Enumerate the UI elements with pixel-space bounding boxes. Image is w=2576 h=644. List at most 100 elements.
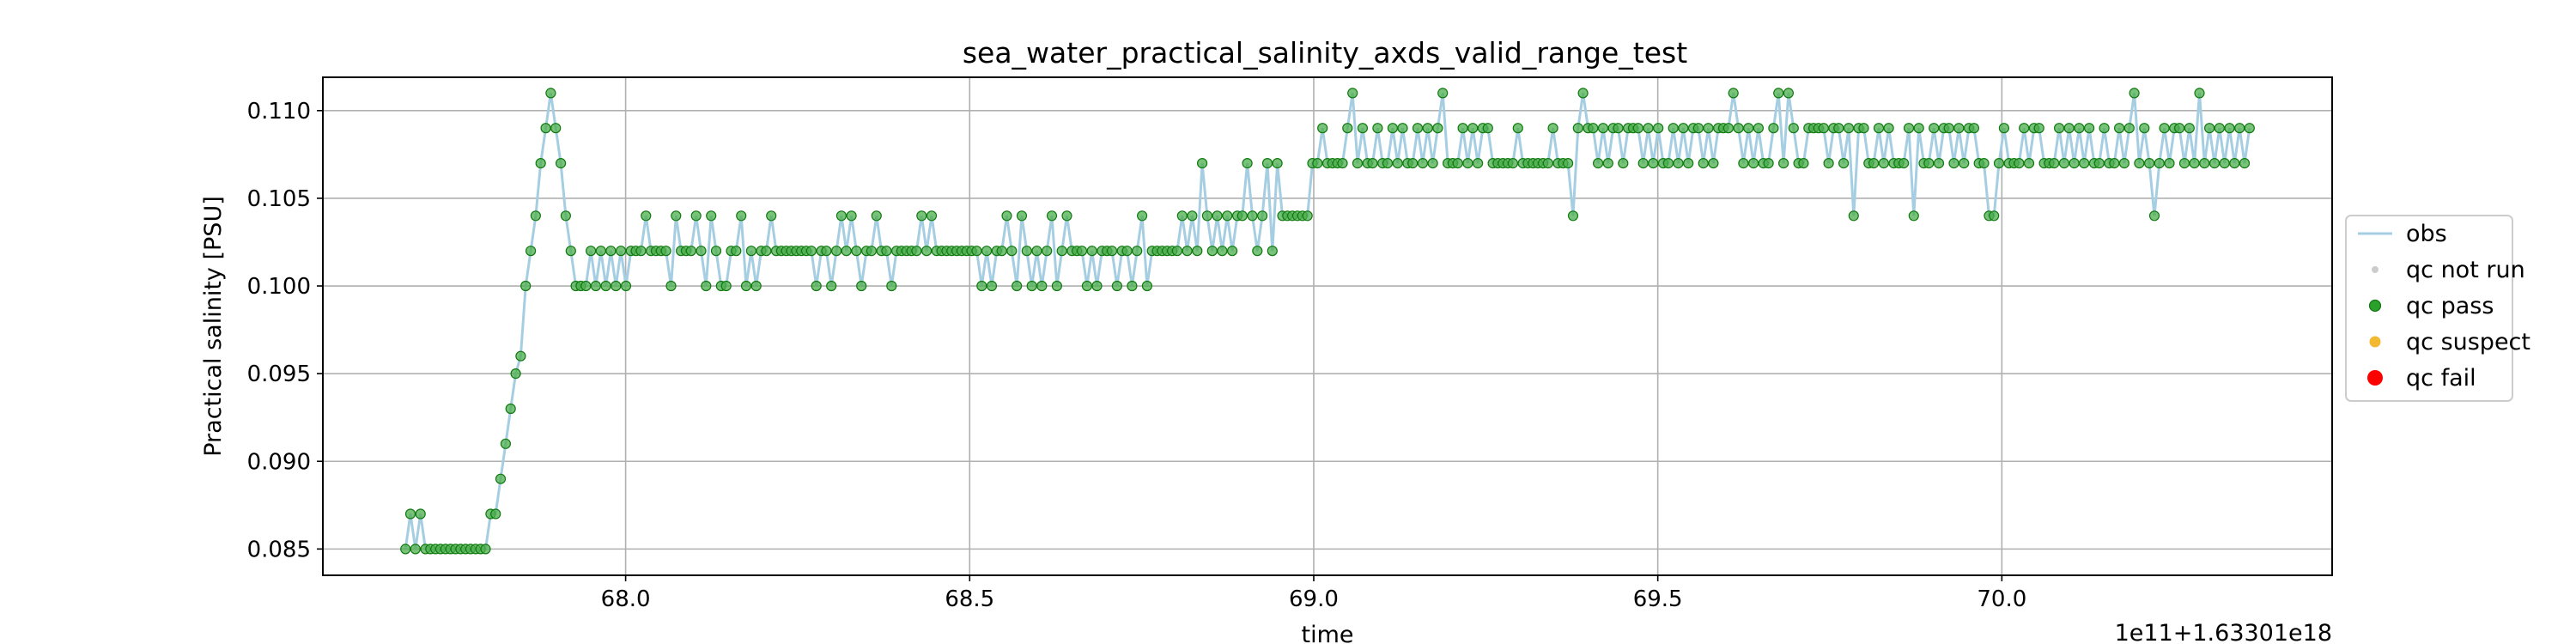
x-tick-label: 68.0 <box>601 586 651 612</box>
qc-pass-point <box>495 473 507 484</box>
qc-pass-point <box>1747 158 1759 169</box>
qc-pass-point <box>1061 210 1072 222</box>
qc-pass-point <box>2074 123 2085 134</box>
qc-pass-point <box>871 210 882 222</box>
qc-pass-point <box>986 280 998 292</box>
qc-pass-point <box>2159 123 2170 134</box>
qc-pass-point <box>595 246 606 257</box>
qc-pass-point <box>480 544 491 555</box>
qc-pass-point <box>535 158 546 169</box>
qc-pass-point <box>1618 158 1629 169</box>
qc-pass-point <box>1437 88 1449 99</box>
qc-pass-point <box>1683 158 1694 169</box>
qc-pass-point <box>1708 158 1719 169</box>
qc-pass-point <box>846 210 857 222</box>
qc-pass-point <box>525 246 537 257</box>
y-tick-label: 0.100 <box>247 274 311 300</box>
qc-pass-point <box>1226 246 1238 257</box>
qc-pass-point <box>1106 246 1118 257</box>
qc-pass-point <box>590 280 602 292</box>
qc-pass-point <box>1993 158 2005 169</box>
qc-pass-point <box>1998 123 2009 134</box>
qc-pass-point <box>1913 123 1924 134</box>
qc-pass-point <box>2204 123 2215 134</box>
qc-pass-point <box>1091 280 1103 292</box>
qc-pass-point <box>1798 158 1809 169</box>
qc-pass-point <box>731 246 742 257</box>
qc-pass-point <box>1206 246 1218 257</box>
qc-pass-point <box>2118 158 2129 169</box>
qc-pass-point <box>1783 88 1794 99</box>
qc-pass-point <box>1247 210 1258 222</box>
qc-pass-point <box>1873 123 1885 134</box>
qc-pass-point <box>1763 158 1774 169</box>
qc-pass-point <box>1261 158 1273 169</box>
qc-pass-point <box>1046 210 1058 222</box>
qc-pass-point <box>1212 210 1223 222</box>
qc-pass-point <box>1427 158 1438 169</box>
qc-pass-point <box>555 158 567 169</box>
qc-pass-point <box>1673 158 1684 169</box>
qc-pass-point <box>1868 158 1880 169</box>
qc-pass-point <box>2199 158 2210 169</box>
qc-pass-point <box>585 246 597 257</box>
qc-pass-point <box>2099 123 2110 134</box>
qc-pass-point <box>1127 280 1138 292</box>
qc-pass-point <box>886 280 897 292</box>
qc-pass-point <box>1347 88 1358 99</box>
qc-pass-point <box>2014 158 2025 169</box>
qc-pass-point <box>685 246 696 257</box>
qc-pass-point <box>736 210 747 222</box>
qc-pass-point <box>2134 158 2145 169</box>
qc-pass-point <box>2123 123 2135 134</box>
qc-pass-point <box>2058 158 2069 169</box>
qc-pass-point <box>505 403 516 415</box>
qc-pass-point <box>1432 123 1443 134</box>
qc-pass-point <box>1397 123 1408 134</box>
qc-pass-point <box>1056 246 1067 257</box>
qc-pass-point <box>1858 123 1869 134</box>
qc-pass-point <box>2194 88 2205 99</box>
x-axis-offset-label: 1e11+1.63301e18 <box>2115 620 2332 644</box>
qc-pass-point <box>1031 246 1042 257</box>
qc-pass-point <box>1217 246 1228 257</box>
qc-pass-point <box>696 246 707 257</box>
qc-pass-point <box>1878 158 1889 169</box>
qc-pass-point <box>620 280 632 292</box>
qc-pass-point <box>1643 123 1654 134</box>
qc-pass-point <box>2224 123 2235 134</box>
qc-pass-point <box>2234 123 2245 134</box>
qc-pass-point <box>1507 158 1519 169</box>
qc-pass-point <box>1236 210 1248 222</box>
qc-pass-point <box>701 280 712 292</box>
qc-pass-point <box>2093 158 2105 169</box>
legend-dot-swatch <box>2368 299 2382 313</box>
qc-pass-point <box>851 246 862 257</box>
qc-pass-point <box>1392 158 1403 169</box>
qc-pass-point <box>710 246 722 257</box>
qc-pass-point <box>611 280 622 292</box>
qc-pass-point <box>1848 210 1859 222</box>
qc-pass-point <box>1778 158 1789 169</box>
qc-pass-point <box>1256 210 1268 222</box>
qc-pass-point <box>911 246 922 257</box>
qc-pass-point <box>2189 158 2200 169</box>
qc-pass-point <box>1482 123 1493 134</box>
qc-pass-point <box>415 508 426 519</box>
qc-pass-point <box>1738 158 1749 169</box>
legend-label: qc suspect <box>2406 329 2530 355</box>
qc-pass-point <box>1462 158 1473 169</box>
qc-pass-point <box>811 280 822 292</box>
qc-pass-point <box>2208 158 2221 169</box>
qc-pass-point <box>1337 158 1348 169</box>
qc-pass-point <box>1111 280 1123 292</box>
qc-pass-point <box>1252 246 1263 257</box>
qc-pass-point <box>671 210 682 222</box>
qc-pass-point <box>1903 123 1915 134</box>
x-tick-label: 70.0 <box>1977 586 2026 612</box>
qc-pass-point <box>2144 158 2155 169</box>
qc-pass-point <box>2129 88 2140 99</box>
qc-pass-point <box>1182 246 1193 257</box>
qc-pass-point <box>550 123 562 134</box>
qc-pass-point <box>2033 123 2044 134</box>
